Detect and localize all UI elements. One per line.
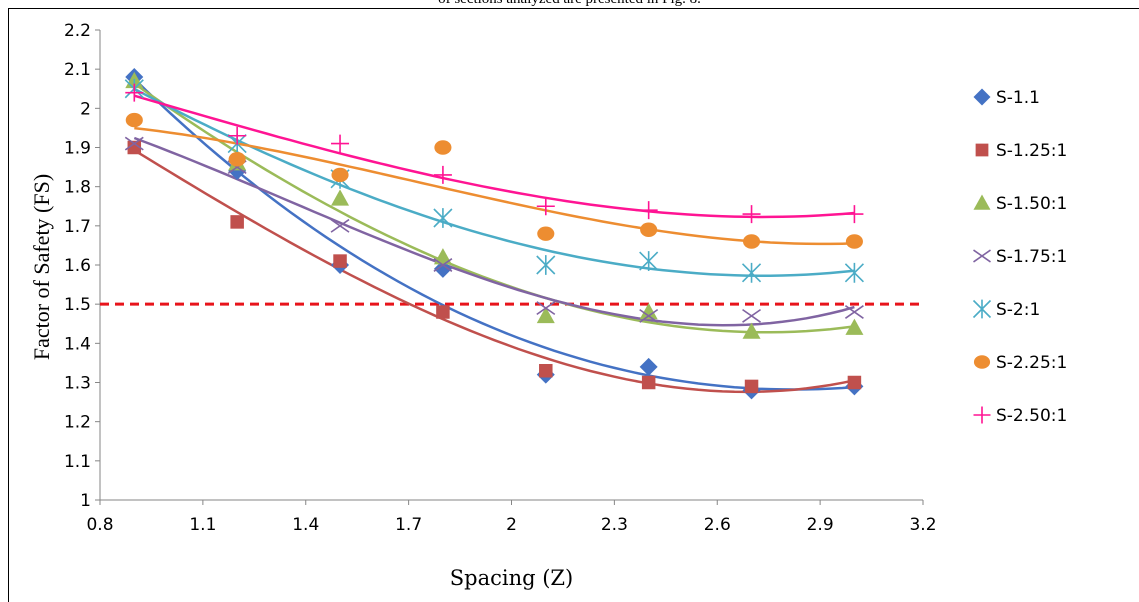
y-tick-label: 1.8 [64,178,91,198]
x-axis-title: Spacing (Z) [450,566,573,590]
y-tick-label: 1 [80,491,91,511]
data-point [639,357,658,376]
axes: 1 1.1 1.2 1.3 1.4 1.5 1.6 1.7 1.8 1.9 2 2.1 2.2 0.8 1.… [64,21,937,535]
legend-label: S-1.25:1 [996,141,1067,161]
x-tick-label: 2.6 [704,515,731,535]
y-tick-label: 1.4 [64,334,91,354]
y-tick-label: 1.7 [64,217,91,237]
data-point [975,143,989,157]
data-point [845,318,864,335]
data-point [536,306,555,324]
trendline [133,136,855,327]
data-point [330,218,350,233]
data-point [973,194,991,210]
data-point [641,375,656,390]
data-point [436,305,450,319]
data-point [847,375,862,390]
trendline [133,82,855,334]
data-point [230,215,244,229]
x-tick-label: 3.2 [909,515,936,535]
data-point [433,165,452,184]
y-tick-label: 2 [80,99,91,119]
data-point [124,136,144,151]
data-point [331,167,349,183]
data-point [433,248,452,265]
legend: S-1.1 S-1.25:1 S-1.50:1 S-1.75:1 S-2:1 S-2.25… [972,88,1067,426]
data-point [639,201,658,220]
data-point [845,234,863,249]
legend-label: S-2.25:1 [996,353,1067,373]
y-tick-label: 2.2 [64,21,91,41]
trendline [133,94,855,219]
data-point [973,249,991,263]
data-point [639,308,659,323]
data-point [433,259,452,278]
data-point [742,308,762,323]
trendline [134,126,855,246]
x-tick-label: 1.4 [292,515,319,535]
legend-label: S-1.50:1 [996,194,1067,214]
data-point [539,364,553,378]
data-point [639,303,658,320]
data-point [536,255,556,275]
axis-labels: Spacing (Z) Factor of Safety (FS) [29,174,573,590]
figure-caption: of sections analyzed are presented in Fi… [0,0,1139,8]
y-axis-title: Factor of Safety (FS) [29,174,54,360]
data-point [845,205,864,224]
data-point [434,140,452,155]
data-point [433,208,453,228]
data-point [536,197,555,216]
x-tick-label: 2.3 [601,515,628,535]
data-point [741,262,762,283]
data-point [125,83,144,102]
data-point [536,301,556,316]
legend-label: S-1.75:1 [996,247,1067,267]
y-tick-label: 2.1 [64,60,91,80]
chart-frame [8,8,1139,602]
x-tick-label: 1.1 [189,515,216,535]
legend-label: S-1.1 [996,88,1040,108]
y-tick-label: 1.3 [64,374,91,394]
data-point [333,254,347,268]
data-point [844,262,864,283]
data-point [640,222,658,237]
data-point [537,226,555,241]
y-tick-label: 1.1 [64,452,91,472]
trendline [133,149,855,394]
data-point [639,251,659,271]
x-tick-label: 2.9 [807,515,834,535]
data-point [127,140,142,155]
x-tick-label: 2 [506,515,517,535]
data-point [228,152,246,167]
trendline [133,78,855,391]
data-point [125,112,143,128]
data-point [228,126,247,145]
trendlines [133,78,855,394]
data-point [742,322,761,339]
x-tick-label: 1.7 [395,515,422,535]
data-point [433,258,453,272]
data-point [972,299,992,319]
x-tick-label: 0.8 [86,515,113,535]
data-points [124,68,864,400]
data-point [742,234,761,249]
data-point [331,134,350,153]
y-tick-label: 1.9 [64,139,91,159]
data-point [973,88,991,106]
data-point [331,189,350,206]
y-tick-label: 1.5 [64,295,91,315]
data-point [742,205,761,224]
data-point [973,355,991,369]
legend-label: S-2.50:1 [996,406,1067,426]
y-tick-label: 1.2 [64,413,91,433]
trendline [133,87,855,277]
data-point [844,305,864,319]
y-tick-label: 1.6 [64,256,91,276]
data-point [744,379,759,394]
data-point [973,406,991,424]
legend-label: S-2:1 [996,300,1040,320]
